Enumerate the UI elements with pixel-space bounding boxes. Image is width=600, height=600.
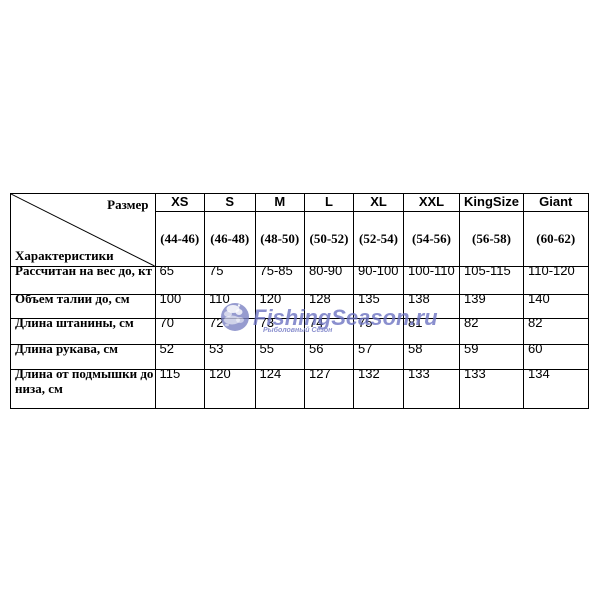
svg-text:Рыболовный Сезон: Рыболовный Сезон <box>263 326 333 334</box>
